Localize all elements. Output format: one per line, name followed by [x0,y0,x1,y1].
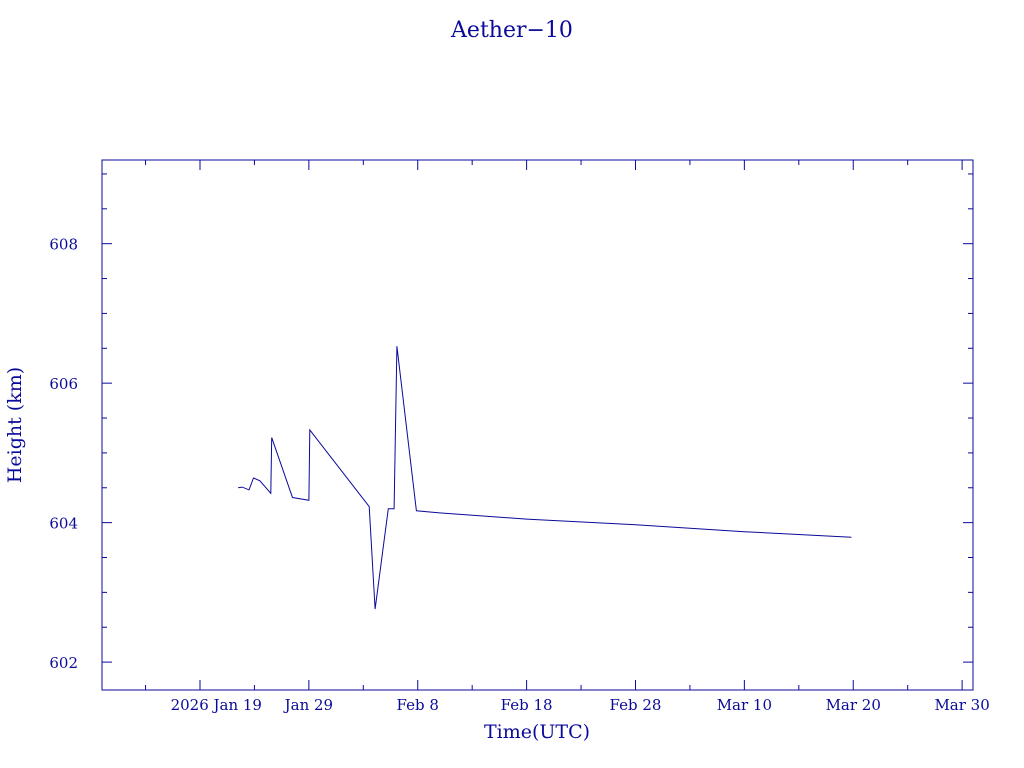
height-series-line [238,346,852,610]
x-tick-label: Jan 29 [283,696,333,714]
y-tick-label: 604 [49,515,78,533]
y-tick-label: 608 [49,236,78,254]
x-axis-label: Time(UTC) [484,721,590,743]
y-axis: 602 604 606 608 [49,173,973,672]
plot-frame [101,159,974,691]
chart-title: Aether−10 [450,18,573,43]
x-tick-label: Feb 18 [501,696,553,714]
y-axis-label: Height (km) [4,367,26,483]
x-tick-label: Mar 20 [826,696,881,714]
x-tick-label: Mar 30 [934,696,989,714]
x-tick-label: 2026 Jan 19 [171,696,262,714]
x-tick-label: Feb 28 [610,696,662,714]
y-tick-label: 606 [49,375,78,393]
x-axis: 2026 Jan 19 Jan 29 Feb 8 Feb 18 Feb 28 Mar 10… [145,160,990,714]
x-tick-label: Feb 8 [397,696,439,714]
y-tick-label: 602 [49,654,78,672]
x-tick-label: Mar 10 [717,696,772,714]
